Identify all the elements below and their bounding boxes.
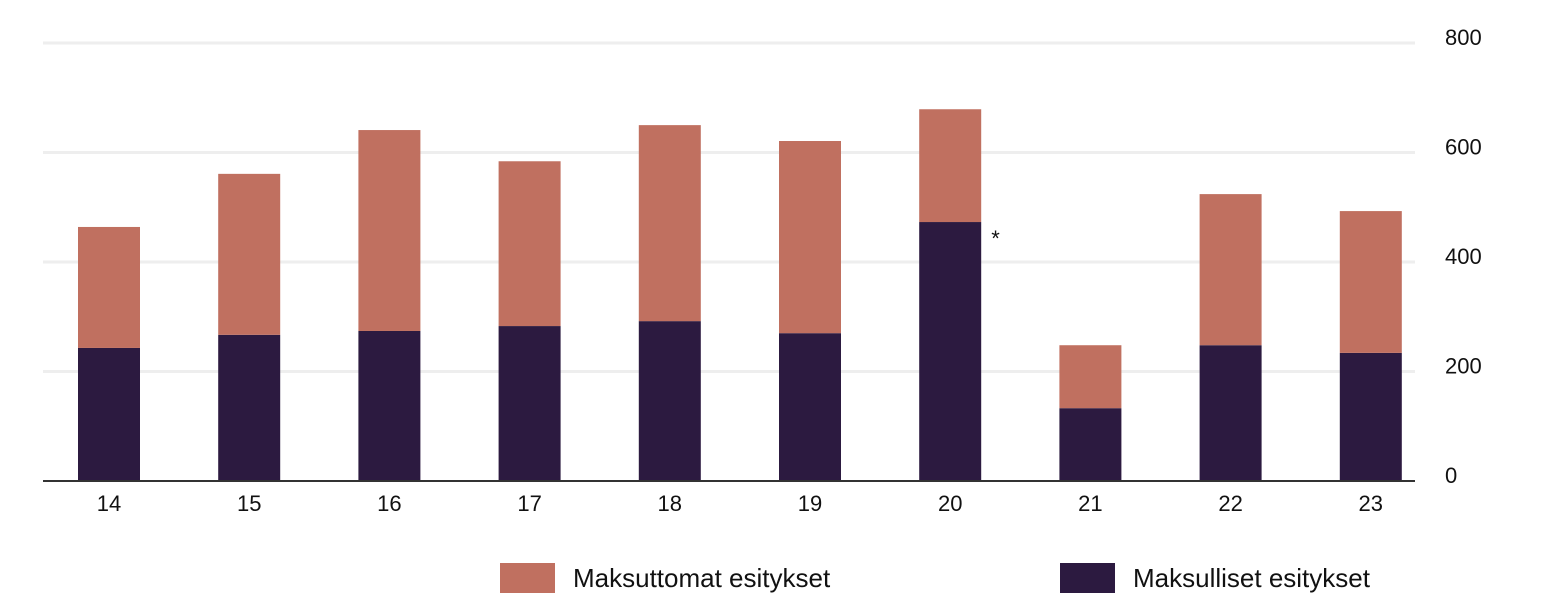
x-tick-label: 21 — [1078, 491, 1102, 516]
x-tick-label: 14 — [97, 491, 121, 516]
bar-segment — [638, 321, 701, 481]
bar-segment — [78, 347, 140, 481]
y-tick-label: 800 — [1445, 25, 1482, 50]
y-tick-label: 0 — [1445, 463, 1457, 488]
bar-segment — [498, 326, 561, 481]
bar-segment — [1059, 345, 1122, 409]
legend-swatch — [500, 563, 555, 593]
bar-segment — [779, 333, 841, 481]
bar-segment — [218, 334, 281, 481]
x-tick-label: 17 — [517, 491, 541, 516]
bar-segment — [78, 226, 140, 348]
bar-segment — [218, 173, 281, 335]
x-tick-label: 16 — [377, 491, 401, 516]
bar-segment — [1339, 211, 1402, 353]
annotation: * — [991, 226, 1000, 251]
bar-segment — [1199, 194, 1262, 346]
x-tick-label: 19 — [798, 491, 822, 516]
bar-segment — [358, 130, 421, 331]
x-tick-label: 18 — [658, 491, 682, 516]
x-tick-label: 15 — [237, 491, 261, 516]
x-tick-label: 20 — [938, 491, 962, 516]
bar-segment — [779, 141, 841, 334]
legend-swatch — [1060, 563, 1115, 593]
legend-label: Maksuttomat esitykset — [573, 563, 831, 593]
bar-segment — [919, 222, 982, 481]
y-tick-label: 200 — [1445, 353, 1482, 378]
bar-segment — [919, 109, 982, 223]
bar-segment — [638, 125, 701, 322]
y-tick-label: 400 — [1445, 244, 1482, 269]
x-tick-label: 22 — [1218, 491, 1242, 516]
bar-segment — [1339, 352, 1402, 481]
bar-segment — [1199, 345, 1262, 481]
bar-segment — [498, 161, 561, 327]
x-tick-label: 23 — [1359, 491, 1383, 516]
y-tick-label: 600 — [1445, 134, 1482, 159]
bar-segment — [1059, 408, 1122, 481]
legend-label: Maksulliset esitykset — [1133, 563, 1371, 593]
bar-segment — [358, 330, 421, 481]
